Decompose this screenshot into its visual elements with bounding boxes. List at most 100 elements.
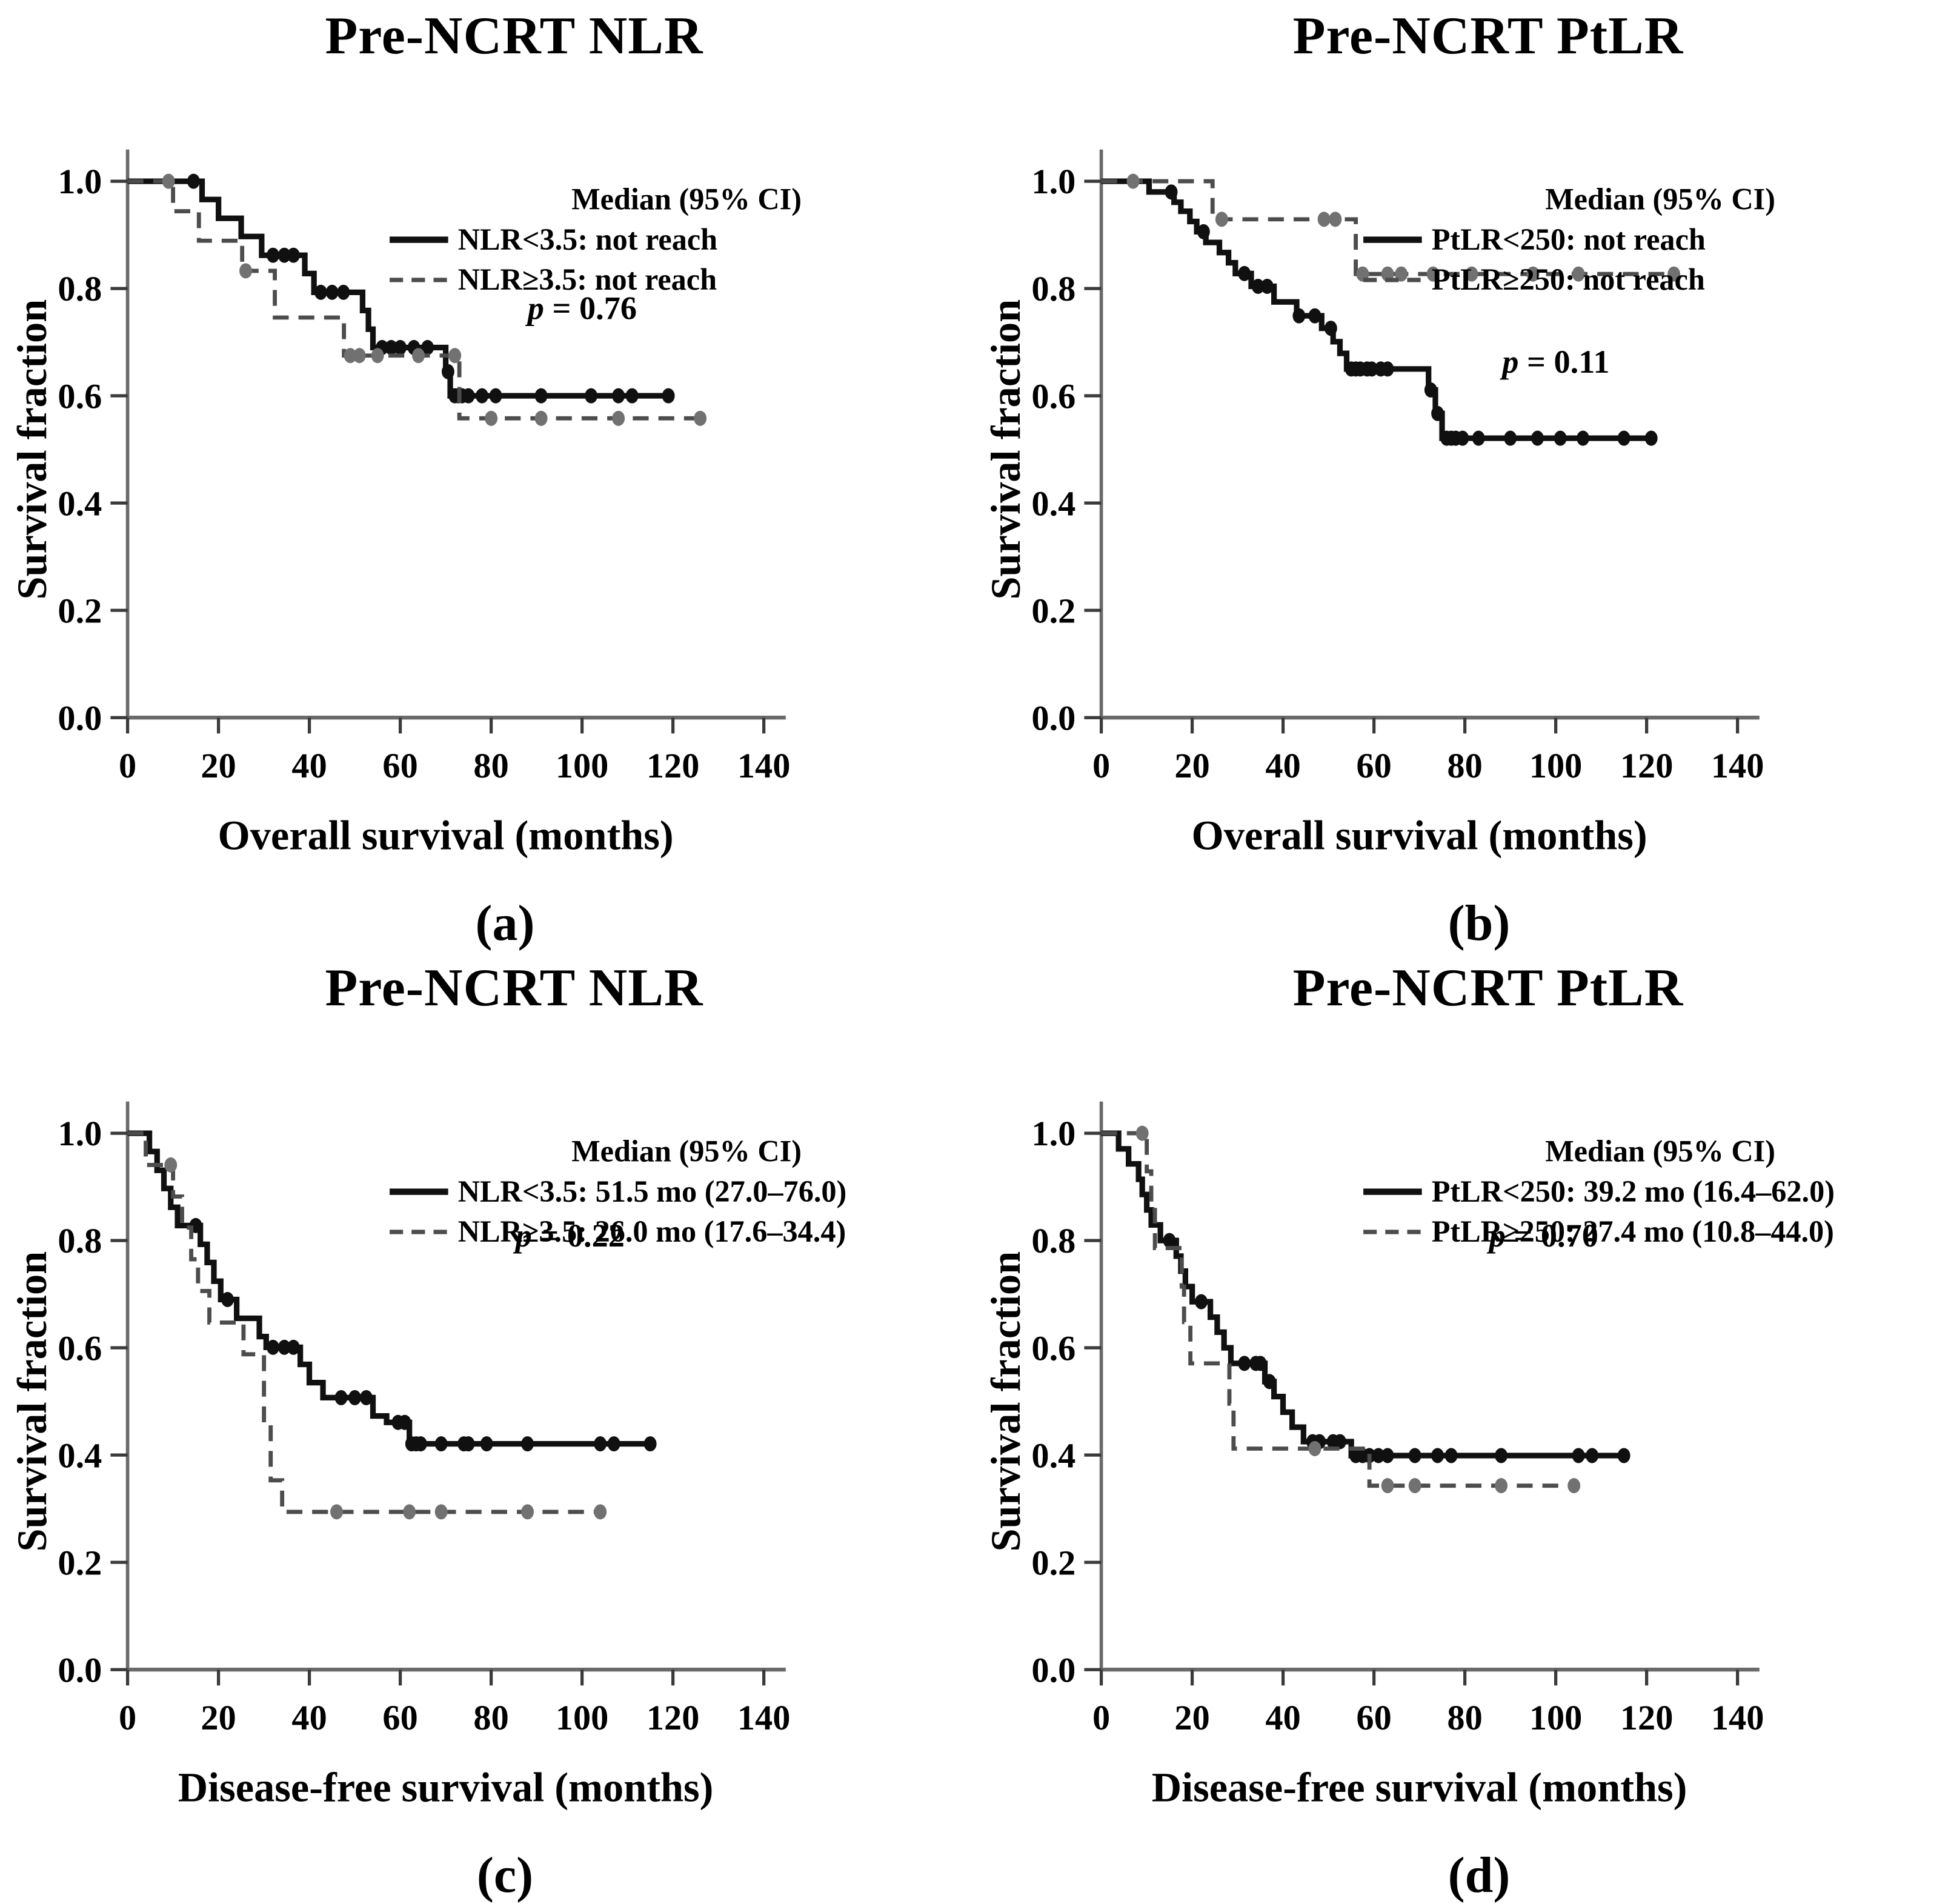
censor-mark-solid: [1308, 308, 1321, 324]
censor-mark-solid: [441, 364, 454, 380]
y-tick-label: 0.4: [58, 484, 102, 524]
censor-mark-solid: [1617, 1448, 1631, 1463]
panel-title-b: Pre-NCRT PtLR: [1292, 7, 1684, 65]
p-value: p = 0.11: [1500, 344, 1609, 380]
censor-mark-solid: [1644, 431, 1658, 447]
km-chart-b: 0 20 40 60 80 100 120 140 0.0 0.2 0.4 0.6 0.8 1.0 Over…: [985, 150, 1775, 859]
x-tick-label: 40: [1265, 1698, 1300, 1737]
x-axis-title: Overall survival (months): [218, 813, 673, 859]
legend-label: NLR≥3.5: 26.0 mo (17.6–34.4): [457, 1215, 845, 1249]
censor-mark-dashed: [593, 1504, 607, 1520]
x-tick-label: 120: [646, 1698, 699, 1737]
panel-b: Pre-NCRT PtLR 0 20 40 60 80 100 120 140 0.0 0.2 0.…: [974, 0, 1948, 952]
censor-mark-dashed: [402, 1504, 416, 1520]
censor-mark-solid: [1531, 431, 1544, 447]
km-chart-d: 0 20 40 60 80 100 120 140 0.0 0.2 0.4 0.6 0.8 1.0 Dise…: [985, 1102, 1835, 1811]
censor-mark-solid: [1333, 1434, 1346, 1450]
y-tick-label: 0.8: [1031, 270, 1075, 309]
censor-mark-dashed: [448, 348, 461, 364]
censor-mark-dashed: [1526, 267, 1540, 282]
y-tick-label: 0.4: [1031, 484, 1075, 524]
censor-mark-solid: [462, 388, 474, 404]
y-axis-title: Survival fraction: [985, 1251, 1029, 1552]
y-axis-title: Survival fraction: [12, 299, 55, 600]
x-tick-label: 40: [291, 746, 327, 785]
censor-mark-solid: [534, 388, 548, 404]
censor-mark-dashed: [1426, 267, 1440, 282]
censor-mark-solid: [1197, 224, 1210, 240]
censor-mark-solid: [1472, 431, 1485, 447]
x-tick-label: 120: [646, 746, 699, 785]
censor-mark-solid: [325, 285, 339, 301]
censor-mark-dashed: [1667, 267, 1681, 282]
km-chart-a: 0 20 40 60 80 100 120 140 0.0 0.2 0.4 0.6 0.8 1.0 Over…: [12, 150, 801, 859]
censor-mark-solid: [278, 248, 291, 264]
censor-mark-solid: [1408, 1448, 1421, 1463]
censor-mark-dashed: [330, 1504, 343, 1520]
censor-mark-solid: [1292, 308, 1306, 324]
censor-mark-solid: [1504, 431, 1517, 447]
censor-mark-dashed: [434, 1504, 448, 1520]
censor-mark-dashed: [239, 263, 252, 279]
censor-mark-solid: [662, 388, 675, 404]
censor-mark-solid: [266, 1340, 279, 1356]
panel-caption-d: (d): [1448, 1847, 1511, 1904]
x-tick-label: 80: [473, 746, 508, 785]
km-chart-c: 0 20 40 60 80 100 120 140 0.0 0.2 0.4 0.6 0.8 1.0 Dise…: [12, 1102, 846, 1811]
p-value: p = 0.22: [513, 1218, 624, 1254]
censor-mark-solid: [1586, 1448, 1599, 1463]
y-tick-label: 0.6: [1031, 1329, 1075, 1368]
y-tick-label: 0.6: [58, 1329, 102, 1368]
y-tick-label: 1.0: [1031, 1114, 1075, 1154]
km-curve-dashed: [1101, 1131, 1579, 1488]
x-tick-label: 100: [555, 746, 608, 785]
legend-label: NLR<3.5: 51.5 mo (27.0–76.0): [457, 1174, 846, 1208]
censor-mark-solid: [336, 285, 350, 301]
censor-mark-solid: [266, 248, 279, 264]
censor-mark-solid: [1365, 361, 1378, 377]
censor-mark-dashed: [1317, 211, 1331, 227]
censor-mark-solid: [1324, 321, 1337, 336]
y-tick-label: 0.0: [58, 699, 102, 738]
censor-mark-solid: [359, 1390, 373, 1406]
legend-label: PtLR<250: 39.2 mo (16.4–62.0): [1432, 1174, 1835, 1208]
censor-mark-solid: [1577, 431, 1590, 447]
censor-mark-solid: [1456, 431, 1469, 447]
x-tick-label: 0: [1092, 1698, 1110, 1737]
x-tick-label: 0: [118, 1698, 136, 1737]
censor-mark-dashed: [344, 348, 357, 364]
censor-mark-solid: [611, 388, 625, 404]
censor-mark-solid: [287, 1340, 300, 1356]
censor-mark-solid: [393, 340, 407, 356]
panel-caption-a: (a): [475, 895, 535, 952]
km-curve-solid: [127, 178, 668, 399]
x-tick-label: 20: [1174, 746, 1209, 785]
x-tick-label: 60: [382, 1698, 417, 1737]
censor-mark-dashed: [411, 348, 425, 364]
y-tick-label: 0.0: [1031, 1651, 1075, 1690]
legend-label: PtLR≥250: 27.4 mo (10.8–44.0): [1432, 1215, 1834, 1249]
x-tick-label: 40: [1265, 746, 1300, 785]
censor-mark-solid: [1424, 382, 1437, 398]
y-tick-label: 0.6: [58, 377, 102, 416]
censor-mark-solid: [314, 285, 327, 301]
censor-mark-solid: [607, 1436, 620, 1452]
censor-mark-dashed: [1126, 174, 1140, 189]
legend-header: Median (95% CI): [1545, 182, 1775, 216]
censor-mark-solid: [398, 1415, 411, 1431]
censor-mark-solid: [287, 248, 300, 264]
panel-d: Pre-NCRT PtLR 0 20 40 60 80 100 120 140 0.0 0.2 0.…: [974, 952, 1948, 1904]
censor-mark-dashed: [1408, 1478, 1421, 1494]
censor-mark-solid: [1617, 431, 1631, 447]
km-curve-solid: [1101, 1130, 1626, 1459]
panel-c: Pre-NCRT NLR 0 20 40 60 80 100 120 140 0.0 0.2 0.4…: [0, 952, 974, 1904]
panel-title-a: Pre-NCRT NLR: [325, 7, 703, 65]
censor-mark-solid: [520, 1436, 534, 1452]
x-tick-label: 80: [1447, 1698, 1482, 1737]
censor-mark-dashed: [162, 174, 175, 189]
censor-mark-solid: [643, 1436, 657, 1452]
x-tick-label: 60: [382, 746, 417, 785]
panel-title-c: Pre-NCRT NLR: [325, 959, 703, 1017]
x-axis-title: Overall survival (months): [1192, 813, 1647, 859]
